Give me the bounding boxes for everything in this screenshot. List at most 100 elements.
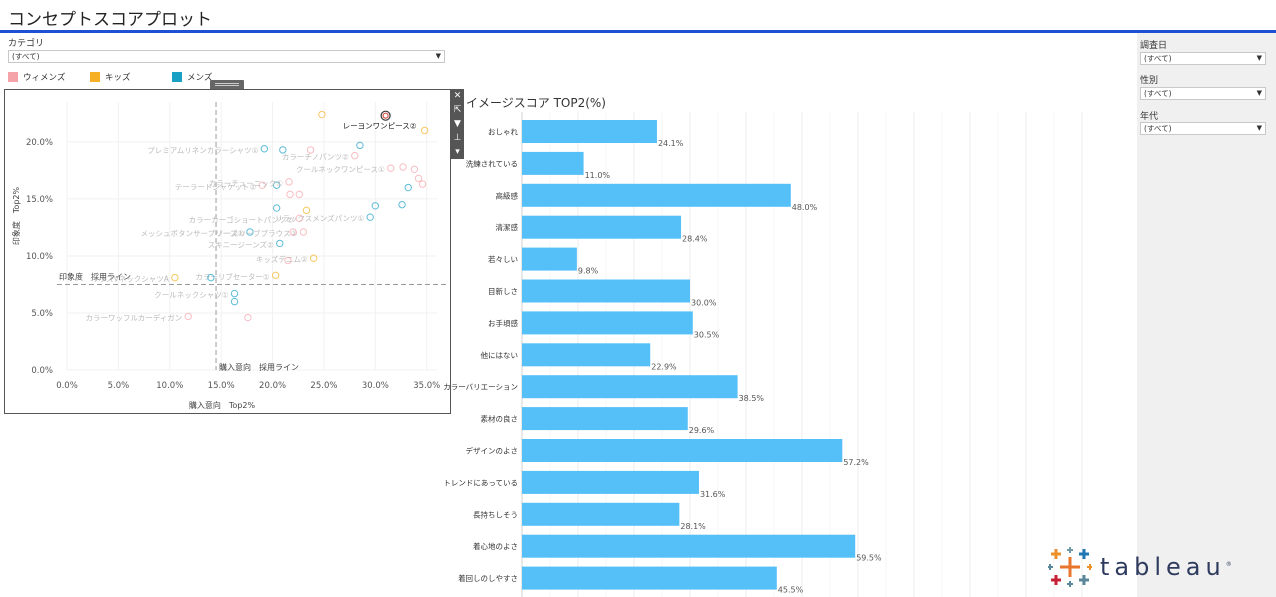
close-icon[interactable]: ✕	[453, 91, 462, 101]
bar-chart-title: イメージスコア TOP2(%)	[466, 96, 606, 110]
age-filter-value: (すべて)	[1144, 124, 1172, 133]
scatter-point	[271, 271, 280, 280]
scatter-point	[295, 214, 303, 223]
point-label: リラックスメンズパンツ①	[275, 213, 364, 223]
age-filter-select[interactable]: (すべて) ▼	[1140, 122, 1266, 135]
point-label: プレミアムリネンカラーシャツ①	[147, 146, 258, 155]
legend-item-womens[interactable]: ウィメンズ	[8, 71, 65, 83]
drag-handle[interactable]	[210, 80, 244, 90]
bar-value-label: 30.5%	[694, 330, 720, 339]
y-tick-label: 15.0%	[26, 195, 53, 205]
scatter-point	[171, 273, 179, 282]
scatter-point	[230, 289, 239, 298]
bar-category-label: 高級感	[496, 190, 519, 200]
category-filter-select[interactable]: (すべて) ▼	[8, 50, 445, 63]
scatter-chart[interactable]: 0.0% 5.0% 10.0% 15.0% 20.0% 25.0% 30.0% 35.0% 0.…	[5, 90, 450, 413]
gender-filter-select[interactable]: (すべて) ▼	[1140, 87, 1266, 100]
popout-icon[interactable]: ⇱	[453, 105, 462, 115]
survey-date-filter-value: (すべて)	[1144, 54, 1172, 63]
title-divider	[0, 30, 1276, 33]
scatter-point	[285, 178, 293, 186]
point-label: キッズVネックシャツA	[91, 274, 170, 284]
bar	[522, 120, 657, 143]
point-label: スキニージーンズ②	[208, 239, 274, 249]
bar-category-label: 素材の良さ	[481, 414, 519, 424]
bar-value-label: 28.4%	[682, 235, 708, 244]
scatter-point	[295, 190, 303, 199]
x-tick-label: 15.0%	[208, 381, 235, 391]
scatter-point	[306, 146, 315, 154]
chevron-down-icon: ▼	[1256, 89, 1262, 97]
bar	[522, 534, 856, 558]
point-label: キッズデニム②	[256, 254, 308, 264]
scatter-point	[398, 200, 406, 209]
scatter-point	[356, 141, 364, 150]
filter-icon[interactable]: ▼	[454, 119, 461, 129]
scatter-point	[230, 297, 239, 306]
bar-value-label: 29.6%	[689, 426, 715, 435]
bar	[522, 566, 777, 590]
bar-category-label: トレンドにあっている	[443, 478, 518, 487]
y-tick-label: 5.0%	[31, 309, 53, 319]
scatter-point	[299, 228, 308, 236]
scatter-point	[244, 313, 252, 322]
bar	[522, 151, 584, 175]
legend-label-kids: キッズ	[105, 73, 131, 83]
survey-date-filter-label: 調査日	[1140, 41, 1168, 51]
x-axis-title: 購入意向 Top2%	[189, 400, 256, 410]
bar	[522, 215, 682, 239]
bar	[522, 183, 791, 207]
scatter-point	[260, 145, 269, 153]
bar-category-label: お手頃感	[488, 318, 518, 328]
scatter-point	[284, 256, 292, 265]
scatter-chart-container[interactable]: 0.0% 5.0% 10.0% 15.0% 20.0% 25.0% 30.0% 35.0% 0.…	[4, 89, 451, 414]
gender-filter-value: (すべて)	[1144, 89, 1172, 98]
scatter-point	[366, 213, 374, 221]
point-label: カラーチノパンツ②	[282, 153, 349, 162]
bar-value-label: 57.2%	[843, 458, 869, 467]
filter-sidebar: 調査日 (すべて) ▼ 性別 (すべて) ▼ 年代 (すべて) ▼	[1137, 33, 1276, 597]
point-label: テーラードジャケット②	[175, 182, 257, 191]
scatter-point	[399, 163, 407, 171]
dropdown-icon[interactable]: ▾	[455, 147, 460, 157]
bar-category-label: 若々しい	[488, 254, 518, 264]
scatter-point	[309, 254, 318, 262]
pin-icon[interactable]: ⊥	[453, 133, 462, 143]
tableau-logo: tableau®	[1048, 547, 1232, 587]
scatter-point	[302, 206, 311, 215]
scatter-point	[276, 239, 284, 248]
tableau-logo-mark	[1048, 547, 1092, 587]
bar-value-label: 11.0%	[585, 171, 611, 180]
scatter-point	[387, 164, 395, 172]
bar	[522, 343, 651, 367]
bar-chart[interactable]: おしゃれ 24.1% 洗練されている 11.0% 高級感 48.0% 清潔感 28.4% 若々し…	[440, 112, 1120, 597]
point-label: ノースリーブブラウス②	[216, 228, 297, 238]
scatter-point	[404, 183, 412, 192]
survey-date-filter-select[interactable]: (すべて) ▼	[1140, 52, 1266, 65]
bar	[522, 375, 738, 399]
tableau-wordmark: tableau®	[1100, 553, 1232, 581]
point-label: レーヨンワンピース②	[343, 122, 417, 131]
bar-category-label: おしゃれ	[488, 128, 518, 137]
bar	[522, 311, 693, 335]
point-label: カラーリブセーター①	[195, 271, 269, 281]
bar-value-label: 38.5%	[739, 394, 765, 403]
age-filter-label: 年代	[1140, 112, 1159, 122]
bar-category-label: デザインのよさ	[466, 446, 519, 456]
y-tick-label: 0.0%	[31, 366, 53, 376]
scatter-point	[382, 112, 389, 119]
scatter-point	[351, 151, 359, 160]
bar-category-label: 洗練されている	[466, 158, 518, 168]
scatter-point	[184, 312, 192, 321]
scatter-point	[418, 180, 427, 188]
legend-item-mens[interactable]: メンズ	[172, 71, 212, 83]
gender-filter-label: 性別	[1140, 76, 1159, 86]
bar	[522, 247, 577, 271]
legend-swatch-womens	[8, 72, 18, 82]
legend-item-kids[interactable]: キッズ	[90, 71, 131, 83]
point-label: クールネックワンピース①	[296, 165, 385, 174]
bar-value-label: 48.0%	[792, 203, 818, 212]
scatter-point	[286, 190, 294, 199]
x-tick-label: 25.0%	[310, 381, 337, 391]
scatter-point	[289, 228, 297, 236]
